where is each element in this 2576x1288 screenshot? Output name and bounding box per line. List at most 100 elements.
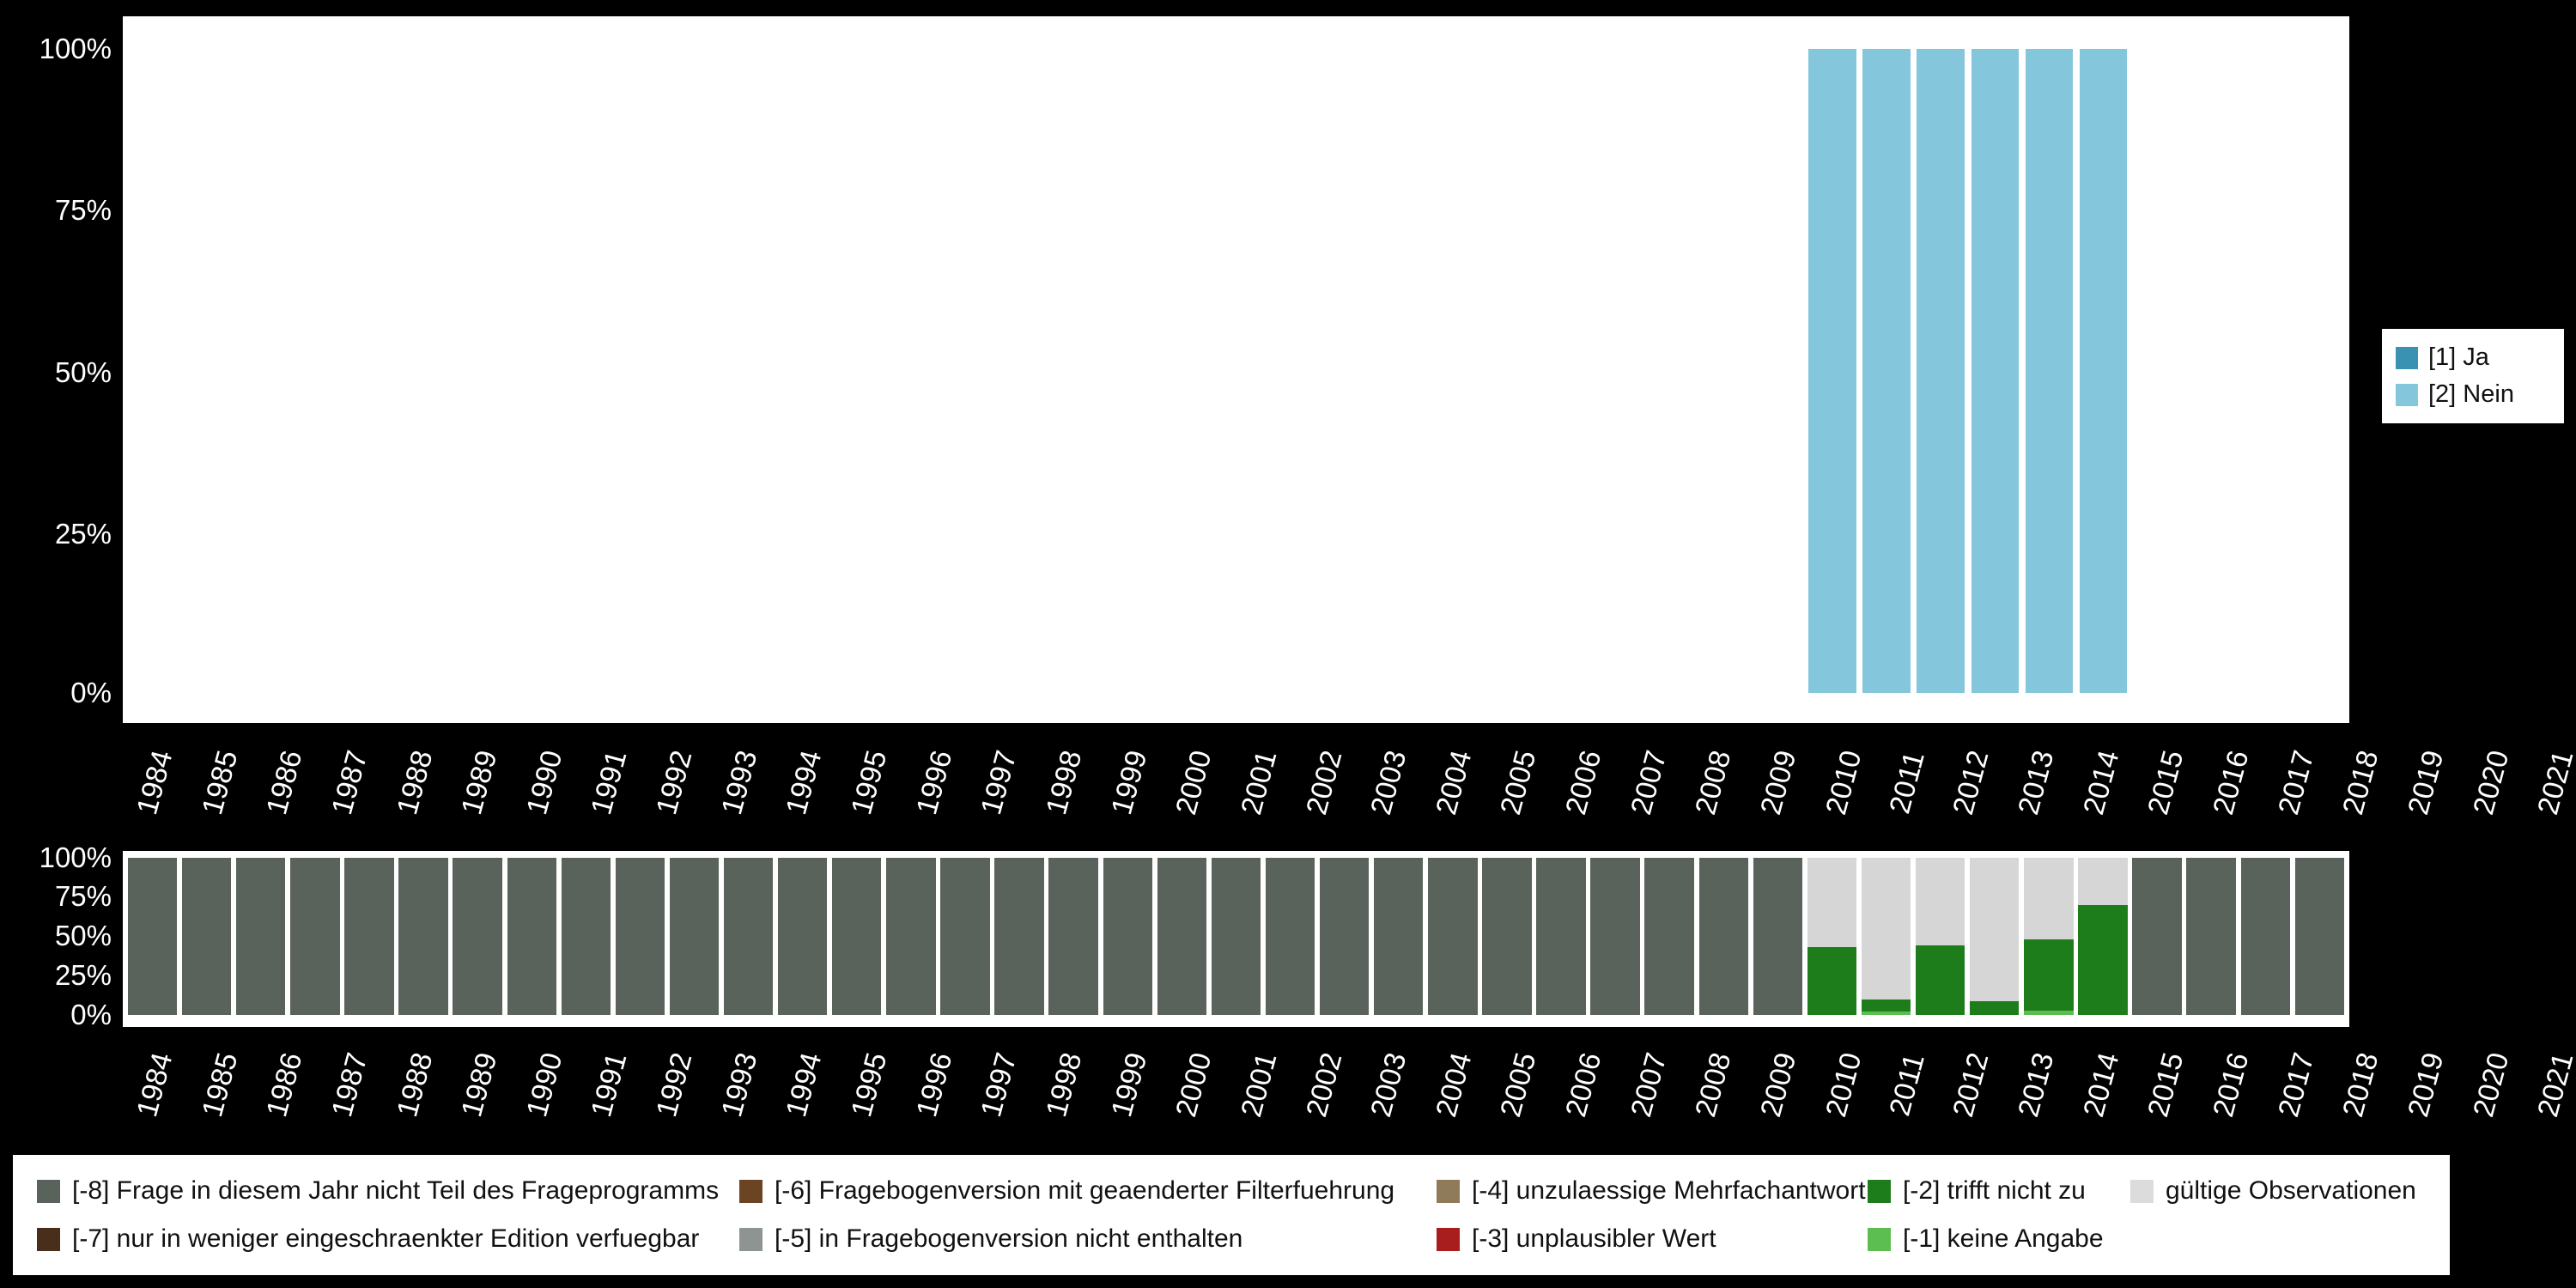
x-axis-tick-label: 1985: [195, 746, 245, 818]
legend-item: [-7] nur in weniger eingeschraenkter Edi…: [37, 1224, 739, 1254]
bar-slot-2015: [1805, 49, 1859, 693]
x-axis-tick-label: 2008: [1689, 1048, 1738, 1121]
stacked-bar-1990: [453, 49, 501, 693]
x-axis-tick-label: 1992: [650, 746, 699, 818]
bar-slot-1993: [612, 49, 666, 693]
x-axis-tick: 2000: [1162, 732, 1227, 852]
x-axis-tick: 2020: [2459, 1034, 2524, 1154]
y-axis-tick-label: 50%: [54, 920, 112, 951]
x-axis-tick: 2017: [2264, 1034, 2330, 1154]
x-axis-tick: 1999: [1097, 1034, 1163, 1154]
bar-segment: [561, 858, 611, 1015]
bottom-chart-panel: [123, 851, 2349, 1027]
x-axis-tick-label: 2011: [1883, 1050, 1932, 1120]
bar-segment: [1374, 858, 1424, 1015]
x-axis-tick-label: 2009: [1754, 746, 1803, 818]
stacked-bar-2022: [2188, 49, 2236, 693]
bar-slot-2010: [1534, 49, 1589, 693]
x-axis-tick-label: 2006: [1559, 746, 1608, 818]
x-axis-tick-label: 2017: [2271, 746, 2321, 818]
bar-slot-1986: [234, 858, 288, 1015]
stacked-bar-2024: [2294, 858, 2344, 1015]
legend-item: [-1] keine Angabe: [1868, 1224, 2130, 1254]
bar-slot-2007: [1371, 49, 1425, 693]
x-axis-tick-label: 1991: [585, 746, 634, 818]
bar-slot-1989: [396, 858, 450, 1015]
legend-item: [-8] Frage in diesem Jahr nicht Teil des…: [37, 1176, 739, 1206]
stacked-bar-1997: [833, 49, 881, 693]
bar-segment: [344, 858, 394, 1015]
x-axis-tick: 2016: [2199, 1034, 2264, 1154]
x-axis-tick-label: 2001: [1235, 746, 1284, 818]
stacked-bar-2002: [1103, 49, 1151, 693]
x-axis-tick-label: 2001: [1235, 1048, 1284, 1121]
x-axis-tick: 1992: [642, 732, 708, 852]
bar-slot-2006: [1317, 858, 1371, 1015]
bar-slot-2016: [1860, 49, 1914, 693]
bar-slot-1994: [666, 49, 720, 693]
bar-slot-1994: [667, 858, 721, 1015]
x-axis-tick: 1995: [837, 1034, 902, 1154]
x-axis-tick-label: 2019: [2402, 1048, 2451, 1121]
x-axis-tick-label: 2010: [1819, 1048, 1868, 1121]
x-axis-tick-label: 2004: [1430, 746, 1479, 818]
x-axis-tick-label: 1996: [909, 746, 959, 818]
stacked-bar-1987: [290, 858, 340, 1015]
bottom-chart-plot: [125, 858, 2347, 1015]
x-axis-tick-label: 2003: [1364, 1048, 1413, 1121]
stacked-bar-1988: [344, 49, 392, 693]
legend-item: [-2] trifft nicht zu: [1868, 1176, 2130, 1206]
x-axis-tick-label: 1992: [650, 1048, 699, 1121]
x-axis-tick-label: 2020: [2466, 1048, 2516, 1121]
bar-segment: [1482, 858, 1532, 1015]
x-axis-tick-label: 2011: [1883, 748, 1932, 817]
bar-segment: [1265, 858, 1315, 1015]
y-axis-tick-label: 25%: [54, 518, 112, 550]
x-axis-tick: 1998: [1032, 1034, 1097, 1154]
bar-slot-2004: [1209, 858, 1263, 1015]
bar-slot-2004: [1209, 49, 1263, 693]
x-axis-tick: 1990: [513, 1034, 578, 1154]
x-axis-tick-label: 2018: [2336, 1048, 2385, 1121]
x-axis-tick: 1991: [577, 732, 642, 852]
bar-slot-1997: [829, 858, 884, 1015]
stacked-bar-1989: [398, 49, 447, 693]
stacked-bar-1998: [886, 858, 936, 1015]
legend-label: [-8] Frage in diesem Jahr nicht Teil des…: [72, 1176, 720, 1205]
legend-swatch: [1868, 1179, 1891, 1203]
x-axis-tick-label: 1985: [195, 1048, 245, 1121]
bar-slot-2003: [1155, 49, 1209, 693]
bar-segment: [127, 858, 178, 1015]
bottom-chart-x-axis: 1984 1985 1986 1987 1988 1989 1990 1991 1992 1993…: [123, 1034, 2576, 1154]
bar-segment: [1157, 858, 1207, 1015]
stacked-bar-2015: [1807, 858, 1857, 1015]
x-axis-tick-label: 1997: [975, 746, 1024, 818]
stacked-bar-2013: [1698, 858, 1748, 1015]
stacked-bar-1991: [507, 49, 556, 693]
bar-segment: [1103, 858, 1152, 1015]
bar-segment: [1861, 999, 1911, 1012]
bar-segment: [2078, 858, 2128, 905]
stacked-bar-2000: [995, 49, 1043, 693]
legend-swatch: [37, 1179, 60, 1203]
x-axis-tick: 1990: [513, 732, 578, 852]
x-axis-tick: 1986: [252, 1034, 318, 1154]
stacked-bar-2007: [1375, 49, 1423, 693]
stacked-bar-2014: [1754, 49, 1802, 693]
bar-slot-2018: [1968, 49, 2022, 693]
x-axis-tick: 2012: [1939, 732, 2004, 852]
bar-segment: [994, 858, 1044, 1015]
x-axis-tick: 2001: [1227, 1034, 1292, 1154]
stacked-bar-2012: [1646, 49, 1694, 693]
legend-swatch: [739, 1179, 762, 1203]
x-axis-tick-label: 2000: [1170, 1048, 1218, 1121]
x-axis-tick-label: 1990: [520, 1048, 569, 1121]
x-axis-tick-label: 1994: [780, 746, 829, 818]
legend-label: [-2] trifft nicht zu: [1903, 1176, 2086, 1205]
stacked-bar-2024: [2296, 49, 2344, 693]
bar-slot-1990: [451, 858, 505, 1015]
x-axis-tick: 1984: [123, 1034, 188, 1154]
x-axis-tick-label: 2015: [2142, 1048, 2190, 1121]
x-axis-tick-label: 2002: [1299, 1048, 1349, 1121]
stacked-bar-2005: [1265, 858, 1315, 1015]
